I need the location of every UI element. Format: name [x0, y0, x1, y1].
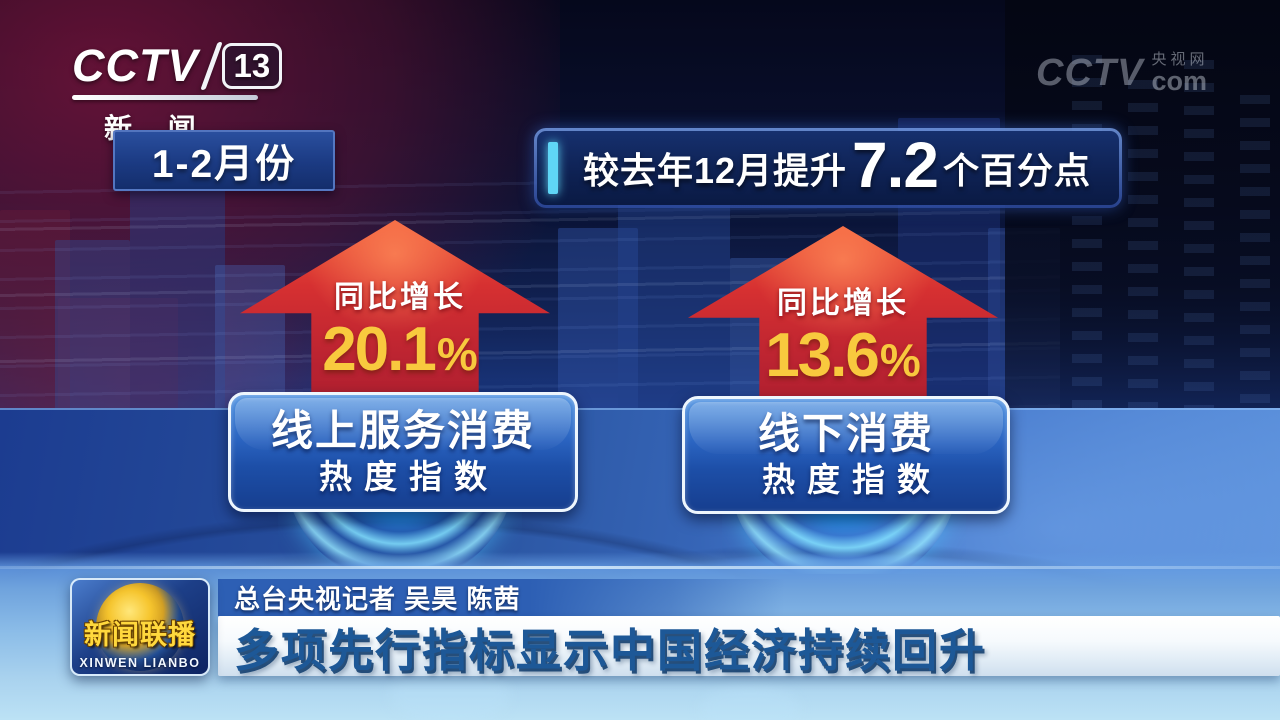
period-badge: 1-2月份: [113, 130, 335, 191]
banner-suffix: 个百分点: [943, 150, 1092, 191]
stat-label: 同比增长: [777, 287, 909, 320]
banner-prefix: 较去年12月提升: [582, 150, 848, 191]
logo-slash-icon: [199, 42, 223, 90]
skyline-building: [215, 265, 285, 410]
banner-text: 较去年12月提升 7.2 个百分点: [582, 129, 1092, 201]
headline-strip: 多项先行指标显示中国经济持续回升: [218, 616, 1280, 676]
watermark-site-name: 央视网: [1151, 51, 1209, 68]
stat-box-offline: 线下消费 热度指数: [682, 396, 1010, 514]
skyline-building: [55, 240, 130, 410]
banner-accent-bar: [548, 142, 558, 194]
stat-value-unit: %: [436, 328, 478, 380]
stat-box-title: 线上服务消费: [270, 407, 535, 454]
stat-label: 同比增长: [334, 281, 466, 314]
cctv-watermark: CCTV 央视网 com: [1036, 52, 1208, 95]
watermark-domain: com: [1151, 66, 1207, 96]
banner-value: 7.2: [852, 129, 939, 201]
data-column: [1128, 80, 1158, 425]
data-column: [1240, 95, 1270, 425]
band-streak: [0, 566, 1280, 569]
data-column: [1184, 60, 1214, 425]
program-title: 新闻联播: [84, 620, 196, 650]
stat-group-online-services: 同比增长 20.1% 线上服务消费 热度指数: [228, 220, 578, 572]
bokeh-glow: [700, 685, 800, 720]
stat-value-unit: %: [879, 334, 921, 386]
stat-value: 13.6%: [682, 320, 1004, 391]
globe-icon: [96, 583, 184, 671]
stat-box-subtitle: 热度指数: [762, 461, 942, 498]
stat-value-number: 13.6: [765, 321, 880, 390]
skyline-building: [130, 182, 225, 410]
headline-text: 多项先行指标显示中国经济持续回升: [234, 624, 987, 676]
byline-text: 总台央视记者 吴昊 陈茜: [234, 584, 521, 614]
stat-box-title: 线下消费: [757, 410, 934, 457]
stat-value-number: 20.1: [322, 315, 437, 384]
promo-banner-panel: 较去年12月提升 7.2 个百分点: [537, 131, 1119, 205]
program-logo-xinwen-lianbo: 新闻联播 XINWEN LIANBO: [70, 578, 210, 676]
watermark-cctv: CCTV: [1036, 52, 1144, 94]
stat-box-subtitle: 热度指数: [319, 458, 499, 495]
data-column: [1072, 55, 1102, 425]
skyline-building: [0, 210, 70, 410]
stat-box-online-services: 线上服务消费 热度指数: [228, 392, 578, 512]
program-subtitle: XINWEN LIANBO: [79, 656, 201, 670]
stat-group-offline: 同比增长 13.6% 线下消费 热度指数: [682, 226, 1010, 578]
channel-number-badge: 13: [221, 43, 283, 89]
promo-banner: 较去年12月提升 7.2 个百分点: [534, 128, 1122, 208]
logo-underline: [72, 95, 258, 100]
cctv-wordmark: CCTV: [72, 40, 199, 91]
period-badge-label: 1-2月份: [151, 142, 297, 186]
byline-strip: 总台央视记者 吴昊 陈茜: [218, 579, 784, 616]
stat-value: 20.1%: [228, 314, 572, 385]
